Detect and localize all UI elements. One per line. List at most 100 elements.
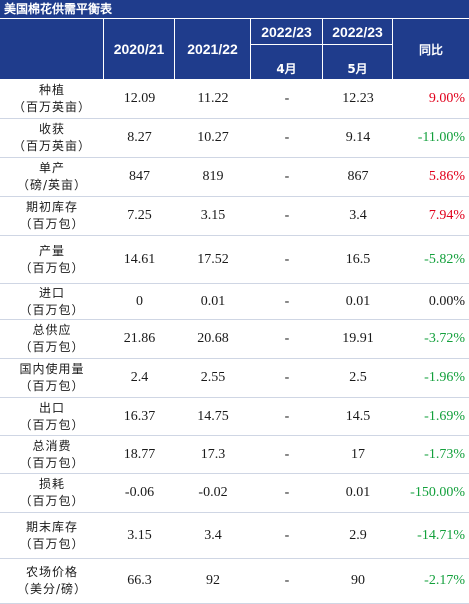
header-2223-may: 2022/23 [323,19,393,45]
value-apr: - [284,485,290,500]
value-2021: 20.68 [197,331,229,346]
value-may: 2.9 [349,527,367,543]
value-2021: 92 [206,573,220,588]
header-label-cell [0,19,104,80]
value-yoy: -3.72% [424,331,465,346]
value-yoy: -1.96% [424,370,465,385]
table-row: 损耗 （百万包） -0.06 -0.02 - 0.01 -150.00% [0,474,469,513]
value-2020: 2.4 [130,370,149,385]
value-apr: - [284,208,290,223]
row-label-unit: （百万包） [19,379,85,393]
row-label-metric: 总供应 [32,323,72,337]
value-2020: 0 [136,293,143,309]
row-label-unit: （百万包） [19,494,85,508]
table-row: 总供应 （百万包） 21.86 20.68 - 19.91 -3.72% [0,320,469,359]
table-row: 总消费 （百万包） 18.77 17.3 - 17 -1.73% [0,436,469,474]
header-may-sub: 5月 [323,45,393,80]
value-2020: 3.15 [127,527,152,543]
row-label-unit: （百万包） [19,302,85,317]
row-label: 出口 （百万包） [0,398,104,435]
table-row: 进口 （百万包） 0 0.01 - 0.01 0.00% [0,284,469,320]
value-may: 16.5 [345,251,371,267]
row-label: 总供应 （百万包） [0,320,104,358]
value-may: 2.5 [349,370,367,385]
value-yoy: 0.00% [428,293,465,309]
row-label-unit: （百万包） [19,340,85,354]
value-may: 0.01 [345,293,371,309]
row-label: 农场价格 （美分/磅） [0,559,104,603]
table-row: 种植 （百万英亩） 12.09 11.22 - 12.23 9.00% [0,80,469,119]
value-apr: - [284,130,290,145]
value-apr: - [284,370,290,385]
row-label: 国内使用量 （百万包） [0,359,104,397]
row-label: 总消费 （百万包） [0,436,104,473]
row-label: 进口 （百万包） [0,284,104,319]
value-2020: 18.77 [123,446,156,462]
row-label: 单产 （磅/英亩） [0,158,104,196]
table-row: 期末库存 （百万包） 3.15 3.4 - 2.9 -14.71% [0,513,469,559]
value-2020: 21.86 [123,331,156,346]
value-yoy: -5.82% [424,251,465,267]
value-2020: -0.06 [124,485,155,500]
table-header: 2020/21 2021/22 2022/23 4月 2022/23 5月 同比 [0,19,469,80]
table-row: 收获 （百万英亩） 8.27 10.27 - 9.14 -11.00% [0,119,469,158]
table-row: 单产 （磅/英亩） 847 819 - 867 5.86% [0,158,469,197]
row-label-metric: 种植 [38,83,65,97]
value-2020: 847 [129,169,150,184]
row-label-unit: （百万包） [19,260,85,275]
value-2021: 3.15 [200,208,226,223]
row-label-unit: （百万包） [19,417,85,432]
value-may: 90 [351,573,365,588]
row-label: 期末库存 （百万包） [0,513,104,558]
value-2021: 14.75 [197,408,229,424]
value-2021: 0.01 [200,293,226,309]
value-2021: -0.02 [198,485,228,500]
value-yoy: 9.00% [428,91,465,106]
value-apr: - [284,408,290,424]
value-2020: 14.61 [123,251,156,267]
value-2021: 2.55 [200,370,226,385]
value-yoy: -11.00% [417,130,465,145]
row-label-unit: （美分/磅） [16,582,88,596]
value-apr: - [284,91,290,106]
value-apr: - [284,251,290,267]
value-may: 17 [351,446,365,462]
value-may: 867 [347,169,369,184]
table-row: 产量 （百万包） 14.61 17.52 - 16.5 -5.82% [0,236,469,284]
value-2020: 7.25 [127,208,152,223]
row-label-metric: 期末库存 [25,519,78,534]
value-2020: 16.37 [123,408,156,424]
value-may: 3.4 [349,208,367,223]
header-apr-sub: 4月 [251,45,323,80]
row-label: 收获 （百万英亩） [0,119,104,157]
row-label-unit: （磅/英亩） [16,178,88,192]
table-row: 出口 （百万包） 16.37 14.75 - 14.5 -1.69% [0,398,469,436]
row-label-metric: 农场价格 [25,565,78,579]
value-2021: 3.4 [204,527,222,543]
value-yoy: -1.73% [424,446,465,462]
value-apr: - [284,527,290,543]
value-apr: - [284,293,290,309]
row-label-metric: 单产 [38,161,65,175]
row-label: 期初库存 （百万包） [0,197,104,235]
value-may: 9.14 [345,130,371,145]
value-yoy: -2.17% [424,573,465,588]
value-2021: 17.3 [200,446,226,462]
row-label-unit: （百万包） [19,217,85,231]
value-2021: 10.27 [197,130,229,145]
row-label-unit: （百万英亩） [12,139,91,153]
row-label-unit: （百万包） [19,536,85,551]
value-yoy: 7.94% [428,208,465,223]
value-apr: - [284,169,290,184]
value-2021: 11.22 [197,91,229,106]
row-label-unit: （百万包） [19,455,85,470]
value-may: 19.91 [342,331,374,346]
row-label: 损耗 （百万包） [0,474,104,512]
value-may: 12.23 [342,91,374,106]
header-yoy: 同比 [393,19,469,80]
table-title: 美国棉花供需平衡表 [0,0,469,19]
value-2021: 17.52 [197,251,229,267]
value-2020: 12.09 [123,91,156,106]
value-may: 0.01 [345,485,371,500]
table-body: 种植 （百万英亩） 12.09 11.22 - 12.23 9.00% 收获 （百万英亩） 8.2… [0,80,469,604]
